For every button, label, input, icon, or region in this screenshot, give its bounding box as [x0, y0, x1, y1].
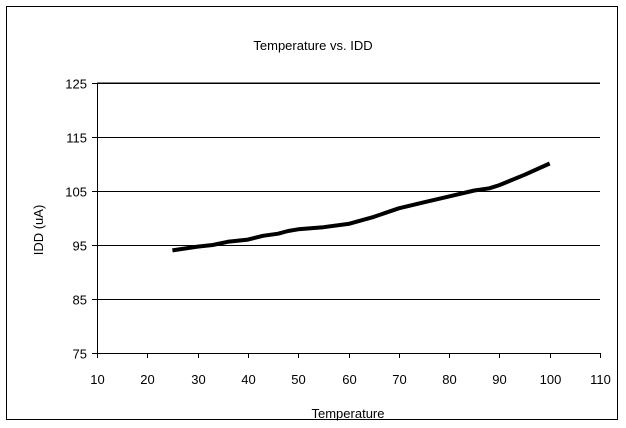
x-tick-label: 70 [392, 372, 406, 387]
x-tick-label: 60 [342, 372, 356, 387]
y-tick-label: 85 [73, 293, 87, 308]
series-layer [172, 161, 551, 253]
y-tick-label: 115 [66, 131, 87, 146]
y-tick-label: 125 [65, 77, 87, 92]
x-tick-label: 50 [291, 372, 305, 387]
x-tick-label: 90 [492, 372, 506, 387]
tick-labels: 75 85 95 105 115 125 10 20 30 40 50 60 70 80 90 100 110 [65, 77, 611, 388]
y-tick-label: 95 [73, 239, 87, 254]
series-line [172, 161, 551, 253]
grid [97, 83, 600, 300]
y-tick-label: 105 [65, 185, 87, 200]
chart-title: Temperature vs. IDD [253, 38, 372, 53]
x-tick-label: 30 [191, 372, 205, 387]
x-tick-label: 20 [140, 372, 154, 387]
x-axis-title: Temperature [312, 406, 385, 421]
axes [92, 82, 601, 358]
x-tick-label: 40 [241, 372, 255, 387]
x-tick-label: 100 [540, 372, 562, 387]
x-tick-label: 110 [590, 372, 611, 387]
y-tick-label: 75 [73, 347, 87, 362]
y-axis-title: IDD (uA) [31, 205, 46, 256]
x-tick-label: 80 [442, 372, 456, 387]
chart-frame [6, 6, 618, 420]
x-tick-label: 10 [90, 372, 104, 387]
